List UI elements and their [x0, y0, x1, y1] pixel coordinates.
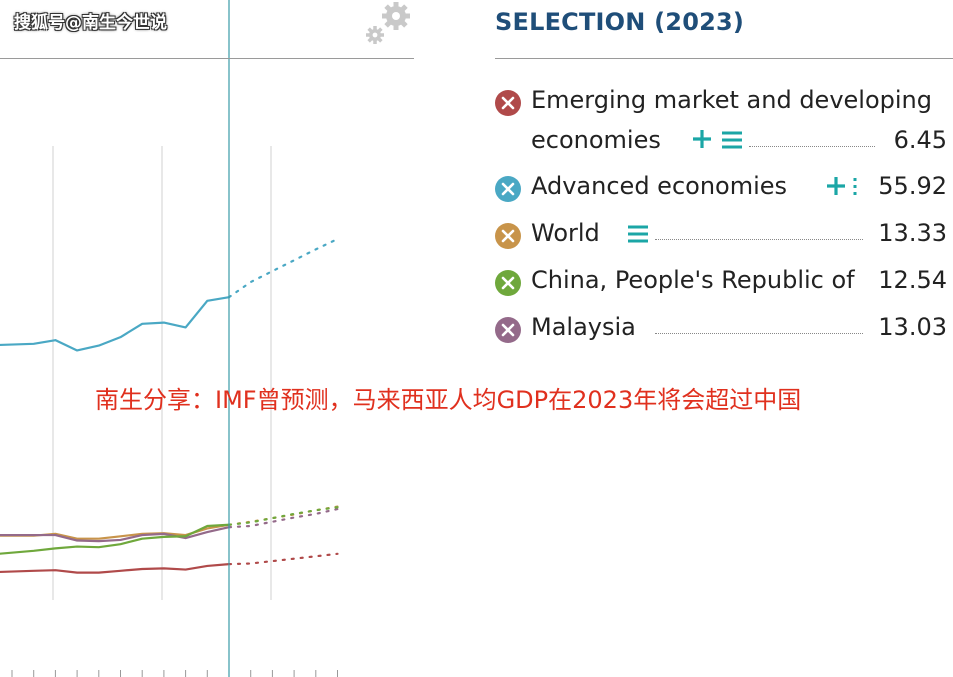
gear-tooth	[367, 36, 374, 43]
series-forecast	[227, 552, 339, 566]
series-line	[0, 296, 230, 352]
selection-title: SELECTION (2023)	[495, 8, 745, 36]
selection-divider	[495, 58, 953, 59]
list-icon[interactable]	[851, 176, 859, 196]
gear-tooth	[366, 33, 371, 37]
legend-item-world[interactable]: World 13.33	[495, 219, 953, 266]
legend-label: Advanced economies	[531, 172, 788, 200]
plus-icon[interactable]	[825, 175, 847, 197]
settings-gear-icon[interactable]	[362, 0, 418, 48]
remove-series-icon[interactable]	[495, 176, 521, 202]
legend-label: Emerging market and developing	[531, 86, 932, 114]
legend-value: 12.54	[878, 266, 947, 294]
gear-tooth	[393, 2, 399, 9]
gear-tooth	[393, 23, 399, 30]
gear-tooth	[403, 13, 410, 19]
remove-series-icon[interactable]	[495, 90, 521, 116]
legend-label: Malaysia	[531, 313, 636, 341]
plus-icon[interactable]	[691, 128, 713, 150]
gear-tooth	[373, 39, 377, 44]
legend-label-cont: economies	[531, 126, 661, 154]
line-chart	[0, 0, 339, 677]
gear-tooth	[373, 26, 377, 31]
legend-label: World	[531, 219, 600, 247]
series-line	[0, 563, 230, 574]
gear-tooth	[376, 27, 383, 34]
watermark: 搜狐号@南生今世说	[14, 13, 167, 33]
series-emerging-market-and-developing-economies	[0, 552, 339, 574]
legend-label: China, People's Republic of	[531, 266, 855, 294]
leader-dots	[655, 239, 863, 240]
series-china-people-s-republic-of	[0, 506, 339, 555]
gear-tooth	[384, 4, 393, 13]
legend-value: 6.45	[893, 126, 947, 154]
series-forecast	[227, 506, 339, 526]
leader-dots	[655, 333, 863, 334]
chart-top-divider	[0, 58, 414, 59]
legend-item-emerging[interactable]: Emerging market and developing economies…	[495, 86, 953, 172]
remove-series-icon[interactable]	[495, 317, 521, 343]
remove-series-icon[interactable]	[495, 270, 521, 296]
series-advanced-economies	[0, 237, 339, 352]
series-forecast	[227, 507, 339, 529]
list-icon[interactable]	[721, 130, 743, 150]
selection-legend: Emerging market and developing economies…	[495, 86, 953, 360]
series-line	[0, 526, 230, 543]
remove-series-icon[interactable]	[495, 223, 521, 249]
gear-tooth	[384, 19, 393, 28]
gear-tooth	[399, 19, 408, 28]
series-forecast	[227, 237, 339, 299]
legend-value: 13.03	[878, 313, 947, 341]
chart-series	[0, 237, 339, 574]
legend-item-advanced[interactable]: Advanced economies 55.92	[495, 172, 953, 219]
series-malaysia	[0, 507, 339, 543]
gear-tooth	[367, 27, 374, 34]
gear-tooth	[382, 13, 389, 19]
legend-item-malaysia[interactable]: Malaysia 13.03	[495, 313, 953, 360]
legend-item-china[interactable]: China, People's Republic of 12.54	[495, 266, 953, 313]
list-icon[interactable]	[627, 224, 649, 244]
gear-tooth	[399, 4, 408, 13]
leader-dots	[749, 146, 875, 147]
x-axis-ticks	[11, 670, 338, 677]
chart-grid	[52, 146, 272, 600]
gear-tooth	[379, 33, 384, 37]
caption-overlay: 南生分享：IMF曾预测，马来西亚人均GDP在2023年将会超过中国	[95, 386, 802, 414]
gear-tooth	[376, 36, 383, 43]
legend-value: 55.92	[878, 172, 947, 200]
legend-value: 13.33	[878, 219, 947, 247]
